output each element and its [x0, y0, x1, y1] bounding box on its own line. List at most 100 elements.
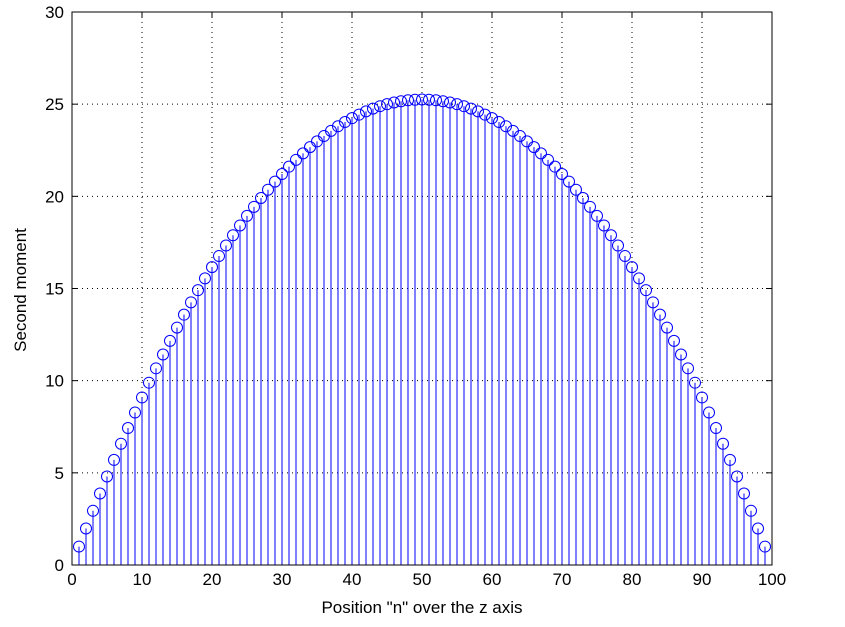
stem-marker	[171, 321, 183, 334]
stem-marker	[724, 453, 736, 466]
y-tick-label: 20	[45, 187, 64, 206]
stem-marker	[101, 470, 113, 483]
stem-marker	[745, 504, 757, 517]
x-axis-label: Position "n" over the z axis	[321, 598, 522, 617]
stem-marker	[500, 120, 512, 133]
stem-marker	[87, 504, 99, 517]
stem-marker	[682, 362, 694, 375]
x-tick-label: 30	[273, 570, 292, 589]
stem-marker	[339, 116, 351, 129]
x-tick-label: 70	[553, 570, 572, 589]
stem-marker	[227, 229, 239, 242]
y-tick-label: 10	[45, 372, 64, 391]
stem-marker	[668, 334, 680, 347]
stem-marker	[661, 321, 673, 334]
stem-marker	[164, 334, 176, 347]
stem-marker	[486, 112, 498, 125]
stem-marker	[493, 116, 505, 129]
y-axis-label: Second moment	[11, 228, 30, 352]
stem-marker	[430, 94, 442, 107]
x-tick-label: 60	[483, 570, 502, 589]
stem-marker	[640, 284, 652, 297]
stem-marker	[332, 120, 344, 133]
stem-marker	[213, 250, 225, 263]
stem-marker	[591, 209, 603, 222]
stem-marker	[423, 93, 435, 106]
stem-marker	[115, 437, 127, 450]
stem-marker	[710, 422, 722, 435]
stem-marker	[633, 272, 645, 285]
stem-marker	[577, 191, 589, 204]
stem-marker	[192, 284, 204, 297]
stem-marker	[465, 102, 477, 115]
stem-marker	[346, 112, 358, 125]
stem-marker	[626, 261, 638, 274]
stem-marker	[738, 487, 750, 500]
stem-marker	[241, 209, 253, 222]
stem-marker	[80, 522, 92, 535]
stem-marker	[472, 105, 484, 118]
stem-marker	[752, 522, 764, 535]
stem-marker	[675, 348, 687, 361]
x-tick-label: 40	[343, 570, 362, 589]
stem-marker	[325, 124, 337, 137]
stem-marker	[437, 95, 449, 108]
stem-marker	[619, 250, 631, 263]
stem-marker	[185, 296, 197, 309]
stem-marker	[297, 147, 309, 160]
stem-marker	[416, 93, 428, 106]
stem-marker	[696, 391, 708, 404]
stem-marker	[220, 239, 232, 252]
stem-marker	[549, 160, 561, 173]
stem-marker	[283, 160, 295, 173]
y-tick-label: 0	[55, 556, 64, 575]
x-tick-label: 10	[133, 570, 152, 589]
stem-marker	[731, 470, 743, 483]
stem-marker	[563, 175, 575, 188]
stem-marker	[143, 376, 155, 389]
stem-marker	[542, 153, 554, 166]
stem-marker	[94, 487, 106, 500]
stem-marker	[528, 141, 540, 154]
x-tick-label: 90	[693, 570, 712, 589]
stem-marker	[353, 108, 365, 121]
y-tick-label: 30	[45, 3, 64, 22]
stem-marker	[276, 168, 288, 181]
stem-marker	[703, 406, 715, 419]
stem-marker	[556, 168, 568, 181]
stem-marker	[689, 376, 701, 389]
stem-marker	[129, 406, 141, 419]
stem-marker	[122, 422, 134, 435]
stem-marker	[570, 183, 582, 196]
y-tick-label: 25	[45, 95, 64, 114]
stem-marker	[157, 348, 169, 361]
stem-marker	[150, 362, 162, 375]
stem-marker	[535, 147, 547, 160]
stem-marker	[248, 200, 260, 213]
stem-marker	[402, 94, 414, 107]
stem-marker	[255, 191, 267, 204]
stem-marker	[381, 98, 393, 111]
stem-marker	[395, 95, 407, 108]
stem-marker	[269, 175, 281, 188]
stem-marker	[199, 272, 211, 285]
stem-marker	[654, 308, 666, 321]
x-tick-label: 20	[203, 570, 222, 589]
stem-marker	[234, 219, 246, 232]
x-tick-label: 80	[623, 570, 642, 589]
stem-marker	[367, 102, 379, 115]
stem-marker	[605, 229, 617, 242]
stem-marker	[374, 100, 386, 113]
axes-box	[71, 11, 773, 566]
stem-marker	[717, 437, 729, 450]
stem-marker	[136, 391, 148, 404]
stem-marker	[262, 183, 274, 196]
stem-marker	[458, 100, 470, 113]
stem-marker	[178, 308, 190, 321]
y-tick-label: 5	[55, 464, 64, 483]
x-tick-label: 50	[413, 570, 432, 589]
stem-marker	[598, 219, 610, 232]
stem-marker	[612, 239, 624, 252]
stem-marker	[206, 261, 218, 274]
